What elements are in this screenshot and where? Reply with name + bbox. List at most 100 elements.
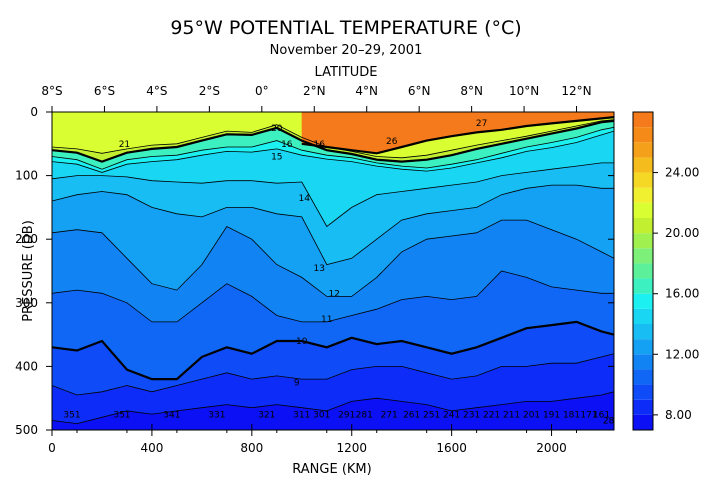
colorbar-band-25 [633,142,653,158]
contour-label-24: 251 [423,410,440,420]
contour-label-21: 281 [356,410,373,420]
colorbar-band-13 [633,324,653,340]
colorbar-band-23 [633,172,653,188]
colorbar-band-27 [633,112,653,128]
y-axis-title: PRESSURE (DB) [21,220,36,322]
contour-label-3: 16 [281,140,293,150]
x-tick-label-0: 0 [48,441,56,455]
contour-label-9: 10 [296,337,308,347]
contour-label-29: 201 [523,410,540,420]
contour-label-26: 231 [463,410,480,420]
contour-label-7: 12 [329,289,340,299]
top-axis-title: LATITUDE [315,65,378,80]
isotherm-10 [52,320,614,381]
lat-tick-label-10: 12°N [561,84,591,98]
colorbar-band-20 [633,218,653,234]
colorbar-band-21 [633,202,653,218]
contour-label-31: 181 [563,410,580,420]
isotherm-14 [52,162,614,228]
colorbar-band-8 [633,399,653,415]
x-tick-label-1600: 1600 [436,441,467,455]
colorbar-band-19 [633,233,653,249]
lat-tick-label-9: 10°N [509,84,539,98]
plot-frame [51,111,615,431]
contour-label-28: 211 [503,410,520,420]
colorbar-band-14 [633,308,653,324]
colorbar-tick-label-12: 12.00 [665,347,699,361]
contour-label-13: 351 [63,410,80,420]
contour-label-30: 191 [543,410,560,420]
colorbar-tick-label-8: 8.00 [665,408,692,422]
y-tick-label-0: 0 [30,105,38,119]
lat-tick-label-6: 4°N [355,84,378,98]
contour-label-10: 9 [294,378,300,388]
colorbar-band-11 [633,354,653,370]
lat-tick-label-5: 2°N [303,84,326,98]
isotherm-8 [52,391,614,425]
y-tick-label-300: 300 [15,296,38,310]
contour-label-0: 21 [119,140,130,150]
contour-label-11: 26 [386,137,398,147]
contour-label-17: 321 [258,410,275,420]
contour-label-12: 27 [476,119,487,129]
contour-label-22: 271 [381,410,398,420]
contour-label-1: 20 [271,124,283,134]
contour-label-14: 351 [113,410,130,420]
isotherm-16 [52,126,614,170]
contour-label-15: 341 [163,410,180,420]
y-tick-label-500: 500 [15,423,38,437]
contour-label-25: 241 [443,410,460,420]
contour-label-19: 301 [313,410,330,420]
contour-label-4: 15 [271,153,282,163]
x-tick-label-1200: 1200 [336,441,367,455]
contour-label-20: 291 [338,410,355,420]
chart-subtitle: November 20–29, 2001 [270,43,423,58]
isotherm-11 [52,270,614,323]
lat-tick-label-4: 0° [255,84,269,98]
isotherm-12 [52,219,614,297]
colorbar-tick-label-16: 16.00 [665,287,699,301]
x-tick-label-2000: 2000 [536,441,567,455]
contour-label-33: 161 [593,410,610,420]
colorbar-band-16 [633,278,653,294]
colorbar-frame [632,111,654,431]
x-tick-label-400: 400 [140,441,163,455]
colorbar-band-10 [633,369,653,385]
colorbar-tick-label-20: 20.00 [665,226,699,240]
contour-label-23: 261 [403,410,420,420]
plot-area: 21 20 16 16 15 14 13 12 11 10 9 26 27 351 351 341 331 321… [15,84,615,455]
lat-tick-label-0: 8°S [41,84,62,98]
contour-label-18: 311 [293,410,310,420]
colorbar-band-22 [633,187,653,203]
contour-label-5: 14 [299,194,311,204]
colorbar-band-18 [633,248,653,264]
colorbar-tick-label-24: 24.00 [665,166,699,180]
y-tick-label-200: 200 [15,232,38,246]
chart-title: 95°W POTENTIAL TEMPERATURE (°C) [170,17,521,39]
lat-tick-label-1: 6°S [94,84,115,98]
isotherm-13 [52,184,614,266]
colorbar-band-26 [633,127,653,143]
colorbar-band-17 [633,263,653,279]
colorbar-band-12 [633,339,653,355]
lat-tick-label-7: 6°N [408,84,431,98]
isotherm-15 [52,130,614,173]
contour-label-16: 331 [208,410,225,420]
colorbar-band-24 [633,157,653,173]
lat-tick-label-8: 8°N [460,84,483,98]
contour-label-6: 13 [314,264,325,274]
y-tick-label-400: 400 [15,359,38,373]
colorbar: 8.00 12.00 16.00 20.00 24.00 [632,111,699,431]
colorbar-band-9 [633,384,653,400]
contour-label-8: 11 [321,315,332,325]
contour-label-32: 171 [580,410,597,420]
isotherm-9 [52,353,614,396]
x-tick-label-800: 800 [240,441,263,455]
isotherm-20 [52,119,614,163]
lat-tick-label-3: 2°S [199,84,220,98]
contour-label-27: 221 [483,410,500,420]
colorbar-band-15 [633,293,653,309]
fill-band-warm-pool [301,112,614,154]
isotherm-26 [301,116,614,155]
